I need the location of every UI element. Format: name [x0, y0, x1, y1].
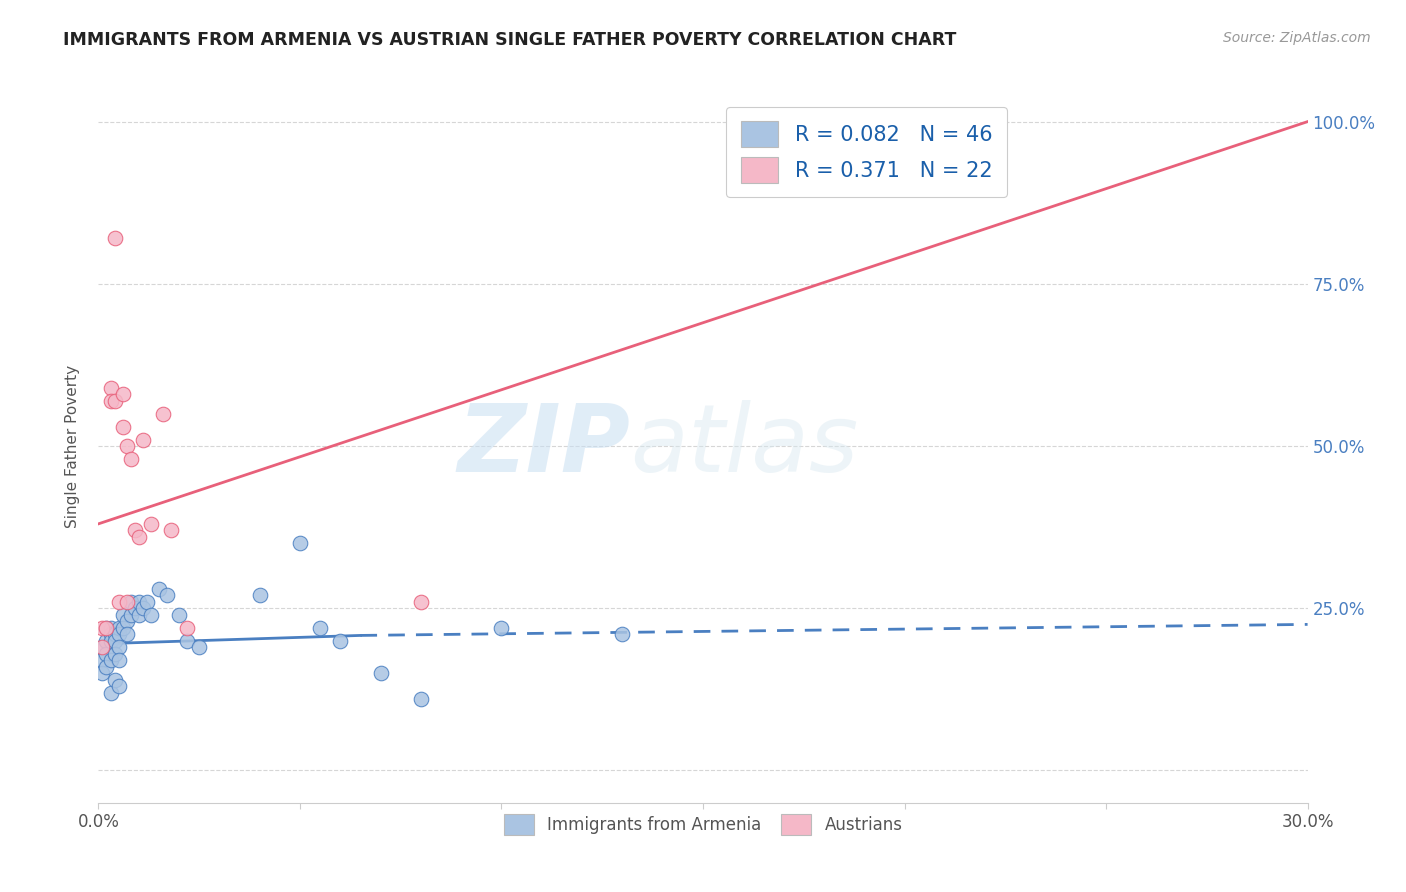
- Point: [107, 621, 129, 635]
- Point: [329, 633, 352, 648]
- Point: [111, 621, 134, 635]
- Point: [91, 666, 114, 681]
- Point: [111, 419, 134, 434]
- Point: [103, 633, 125, 648]
- Point: [107, 640, 129, 654]
- Legend: Immigrants from Armenia, Austrians: Immigrants from Armenia, Austrians: [491, 801, 915, 848]
- Point: [91, 640, 114, 654]
- Point: [893, 140, 915, 154]
- Point: [249, 588, 271, 602]
- Point: [152, 407, 174, 421]
- Point: [176, 621, 198, 635]
- Point: [120, 595, 142, 609]
- Point: [135, 595, 157, 609]
- Point: [124, 601, 146, 615]
- Point: [111, 607, 134, 622]
- Point: [167, 607, 190, 622]
- Point: [111, 387, 134, 401]
- Point: [132, 433, 155, 447]
- Point: [409, 692, 432, 706]
- Point: [176, 633, 198, 648]
- Point: [100, 393, 122, 408]
- Point: [107, 627, 129, 641]
- Point: [120, 607, 142, 622]
- Point: [96, 647, 118, 661]
- Point: [100, 381, 122, 395]
- Point: [103, 673, 125, 687]
- Point: [100, 653, 122, 667]
- Point: [288, 536, 311, 550]
- Point: [107, 653, 129, 667]
- Text: Source: ZipAtlas.com: Source: ZipAtlas.com: [1223, 31, 1371, 45]
- Point: [188, 640, 211, 654]
- Point: [91, 653, 114, 667]
- Text: ZIP: ZIP: [457, 400, 630, 492]
- Point: [409, 595, 432, 609]
- Point: [156, 588, 179, 602]
- Point: [100, 627, 122, 641]
- Point: [120, 452, 142, 467]
- Point: [612, 627, 634, 641]
- Point: [100, 685, 122, 699]
- Y-axis label: Single Father Poverty: Single Father Poverty: [65, 365, 80, 527]
- Point: [100, 621, 122, 635]
- Point: [103, 393, 125, 408]
- Point: [96, 621, 118, 635]
- Point: [115, 614, 138, 628]
- Point: [115, 439, 138, 453]
- Point: [139, 607, 162, 622]
- Point: [124, 524, 146, 538]
- Point: [128, 595, 150, 609]
- Point: [96, 633, 118, 648]
- Point: [96, 659, 118, 673]
- Text: atlas: atlas: [630, 401, 859, 491]
- Point: [100, 633, 122, 648]
- Point: [115, 627, 138, 641]
- Point: [103, 627, 125, 641]
- Text: IMMIGRANTS FROM ARMENIA VS AUSTRIAN SINGLE FATHER POVERTY CORRELATION CHART: IMMIGRANTS FROM ARMENIA VS AUSTRIAN SING…: [63, 31, 956, 49]
- Point: [115, 595, 138, 609]
- Point: [91, 621, 114, 635]
- Point: [107, 595, 129, 609]
- Point: [128, 530, 150, 544]
- Point: [370, 666, 392, 681]
- Point: [91, 640, 114, 654]
- Point: [491, 621, 513, 635]
- Point: [128, 607, 150, 622]
- Point: [107, 679, 129, 693]
- Point: [132, 601, 155, 615]
- Point: [139, 516, 162, 531]
- Point: [148, 582, 170, 596]
- Point: [309, 621, 332, 635]
- Point: [160, 524, 183, 538]
- Point: [103, 647, 125, 661]
- Point: [103, 231, 125, 245]
- Point: [96, 621, 118, 635]
